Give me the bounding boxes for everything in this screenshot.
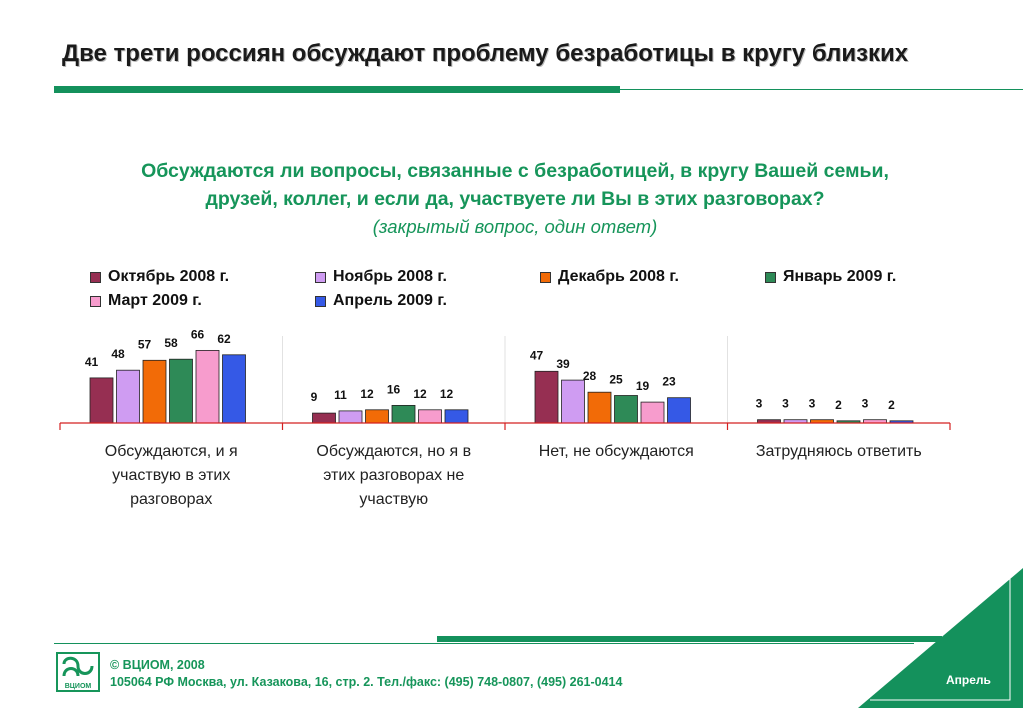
legend-label: Январь 2009 г.: [783, 268, 897, 285]
category-label-line: Затрудняюсь ответить: [755, 443, 922, 460]
legend-swatch: [90, 271, 101, 283]
bar-value-label: 2: [835, 398, 842, 412]
survey-question: Обсуждаются ли вопросы, связанные с безр…: [40, 157, 990, 241]
footer-copyright: © ВЦИОМ, 2008: [110, 658, 205, 672]
bar-value-label: 39: [556, 357, 570, 371]
legend-item: Март 2009 г.: [90, 292, 202, 310]
legend-item: Октябрь 2008 г.: [90, 268, 229, 286]
bar-value-label: 23: [662, 375, 676, 389]
footer-divider-thick: [437, 636, 942, 642]
bar-value-label: 58: [164, 336, 178, 350]
legend-item: Ноябрь 2008 г.: [315, 268, 447, 286]
svg-text:ВЦИОМ: ВЦИОМ: [65, 683, 92, 690]
legend-item: Апрель 2009 г.: [315, 292, 447, 310]
category-label-line: Нет, не обсуждаются: [538, 443, 694, 460]
bar-value-label: 2: [888, 398, 895, 412]
category-label-line: Обсуждаются, и я: [104, 443, 238, 460]
legend-swatch: [315, 271, 326, 283]
category-label-line: разговорах: [130, 491, 213, 508]
category-label: Обсуждаются, но я в этих разговорах не уча…: [284, 440, 504, 512]
bar-value-label: 25: [609, 373, 623, 387]
bar-value-label: 62: [217, 332, 231, 346]
footer-info: © ВЦИОМ, 2008 105064 РФ Москва, ул. Каза…: [110, 657, 622, 691]
legend-item: Январь 2009 г.: [765, 268, 896, 286]
legend-label: Декабрь 2008 г.: [558, 268, 679, 285]
bar-value-label: 66: [191, 327, 205, 341]
legend-label: Март 2009 г.: [108, 292, 202, 309]
question-line-1: Обсуждаются ли вопросы, связанные с безр…: [141, 160, 889, 182]
category-label-line: участвую в этих: [112, 467, 231, 484]
bar-value-label: 12: [413, 387, 427, 401]
legend-swatch: [90, 295, 101, 307]
legend-label: Ноябрь 2008 г.: [333, 268, 447, 285]
footer-address: 105064 РФ Москва, ул. Казакова, 16, стр.…: [110, 675, 623, 689]
bar-value-label: 3: [809, 397, 816, 411]
bar-value-label: 41: [85, 355, 99, 369]
category-label-line: этих разговорах не: [323, 467, 465, 484]
category-label: Затрудняюсь ответить: [729, 440, 949, 464]
page-title: Две трети россиян обсуждают проблему без…: [62, 40, 909, 67]
category-label-line: участвую: [359, 491, 429, 508]
category-label-line: Обсуждаются, но я в: [316, 443, 472, 460]
bar-value-label: 12: [440, 387, 454, 401]
legend-label: Октябрь 2008 г.: [108, 268, 230, 285]
bar-value-label: 3: [782, 397, 789, 411]
bar-value-label: 19: [636, 379, 650, 393]
bar-value-label: 3: [862, 397, 869, 411]
question-note: (закрытый вопрос, один ответ): [372, 216, 658, 237]
header-divider-thick: [54, 86, 620, 93]
bar-value-label: 9: [311, 390, 318, 404]
footer-month: Апрель: [946, 673, 991, 687]
question-line-2: друзей, коллег, и если да, участвуете ли…: [205, 188, 825, 210]
bar-value-label: 47: [530, 348, 544, 362]
bar-value-label: 12: [360, 387, 374, 401]
legend-label: Апрель 2009 г.: [333, 292, 447, 309]
category-label: Обсуждаются, и я участвую в этих разговора…: [61, 440, 281, 512]
legend-swatch: [315, 295, 326, 307]
bar-value-label: 48: [111, 347, 125, 361]
bar-value-label: 28: [583, 369, 597, 383]
legend-item: Декабрь 2008 г.: [540, 268, 679, 286]
category-label: Нет, не обсуждаются: [506, 440, 726, 464]
legend-swatch: [765, 271, 776, 283]
header-divider-thin: [620, 89, 1023, 90]
vciom-logo-icon: ВЦИОМ: [56, 652, 100, 692]
bar-value-label: 3: [756, 397, 763, 411]
bar-value-label: 11: [334, 388, 347, 402]
footer-divider-thin: [54, 643, 914, 644]
bar-value-label: 16: [387, 382, 401, 396]
chart-legend: Октябрь 2008 г. Ноябрь 2008 г. Декабрь 200…: [90, 268, 990, 318]
legend-swatch: [540, 271, 551, 283]
bar-value-label: 57: [138, 337, 152, 351]
